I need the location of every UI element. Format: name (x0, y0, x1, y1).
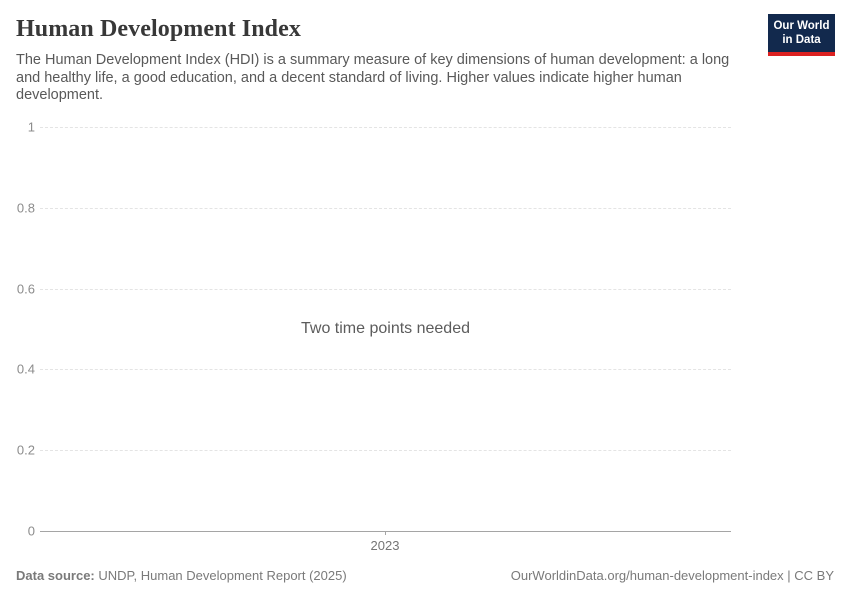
y-axis-tick-label: 0.8 (16, 200, 35, 216)
y-axis-tick-label: 0.4 (16, 361, 35, 377)
y-axis-tick-label: 1 (27, 119, 35, 135)
footer-link[interactable]: OurWorldinData.org/human-development-ind… (510, 568, 834, 583)
y-axis-tick-label: 0.6 (16, 281, 35, 297)
y-gridline (40, 289, 731, 290)
owid-logo-line2: in Data (782, 33, 821, 46)
y-gridline (40, 127, 731, 128)
y-gridline (40, 208, 731, 209)
y-gridline (40, 369, 731, 370)
chart-footer: Data source: UNDP, Human Development Rep… (16, 568, 834, 583)
data-source-label: Data source: (16, 568, 95, 583)
owid-logo-line1: Our World (773, 20, 830, 32)
x-axis-tick (385, 531, 386, 535)
page-title: Human Development Index (16, 16, 301, 42)
data-source-note: Data source: UNDP, Human Development Rep… (16, 568, 347, 583)
owid-logo[interactable]: Our World in Data (768, 14, 835, 56)
x-axis-tick-label: 2023 (370, 538, 400, 553)
empty-chart-message: Two time points needed (301, 320, 470, 337)
y-axis-tick-label: 0.2 (16, 442, 35, 458)
data-source-text: UNDP, Human Development Report (2025) (94, 568, 347, 583)
y-axis-tick-label: 0 (27, 523, 35, 539)
chart-subtitle: The Human Development Index (HDI) is a s… (16, 52, 730, 103)
y-gridline (40, 450, 731, 451)
